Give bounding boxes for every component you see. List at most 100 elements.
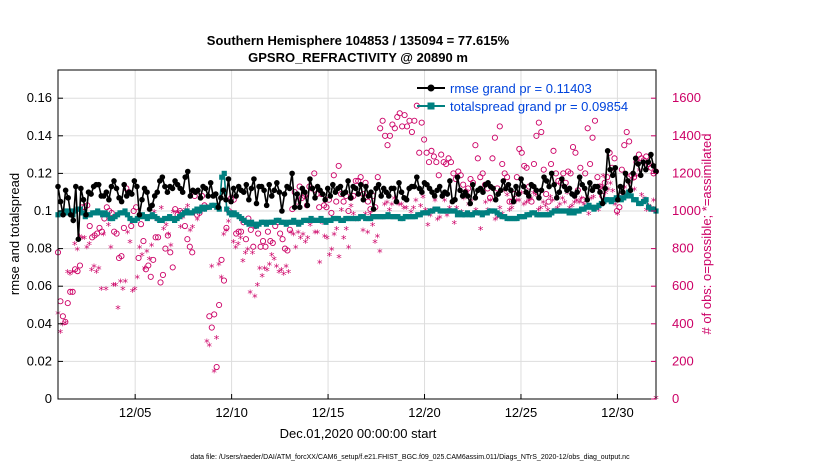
assimilated-obs-marker: * [399,199,405,212]
y2-tick-label: 1200 [672,165,701,180]
rmse-marker [279,208,285,214]
rmse-marker [95,181,102,188]
possible-obs-marker [333,198,340,205]
possible-obs-marker [169,264,176,271]
assimilated-obs-marker: * [233,243,239,256]
possible-obs-marker [211,311,218,318]
rmse-marker [414,174,420,180]
rmse-marker [78,185,84,192]
y2-tick-label: 1000 [672,203,701,218]
rmse-marker [324,185,331,192]
assimilated-obs-marker: * [166,229,172,242]
rmse-marker [281,191,288,197]
assimilated-obs-marker: * [96,263,102,276]
totalspread-marker [452,208,458,214]
rmse-marker [480,189,486,195]
possible-obs-marker [76,262,84,269]
rmse-marker [375,181,382,188]
possible-obs-marker [386,132,394,139]
rmse-marker [88,191,94,197]
assimilated-obs-marker: * [221,229,227,242]
assimilated-obs-marker: * [579,194,585,207]
assimilated-obs-marker: * [408,207,414,220]
possible-obs-marker [389,121,396,128]
assimilated-obs-marker: * [252,291,258,304]
rmse-marker [154,189,161,195]
possible-obs-marker [186,243,193,250]
possible-obs-marker [140,238,147,245]
assimilated-obs-marker: * [411,203,417,216]
assimilated-obs-marker: * [67,269,73,282]
possible-obs-marker [538,128,545,136]
chart-subtitle: GPSRO_REFRACTIVITY @ 20890 m [248,50,468,65]
assimilated-obs-marker: * [488,196,494,209]
assimilated-obs-marker: * [497,203,503,216]
totalspread-marker [224,206,230,212]
possible-obs-marker [364,198,372,205]
possible-obs-marker [547,160,555,168]
rmse-marker [312,195,318,201]
obs-count-series: ****************************************… [54,102,659,406]
possible-obs-marker [135,254,142,262]
legend-rmse-label: rmse grand pr = 0.11403 [450,81,592,96]
assimilated-obs-marker: * [291,229,297,242]
assimilated-obs-marker: * [60,320,66,333]
rmse-marker [218,195,224,201]
possible-obs-marker [279,236,286,243]
possible-obs-marker [474,155,481,162]
assimilated-obs-marker: * [644,205,650,218]
possible-obs-marker [74,268,81,275]
possible-obs-marker [396,110,403,117]
rmse-marker [645,159,652,165]
rmse-marker [223,196,229,203]
possible-obs-marker [147,273,154,280]
y-tick-label: 0.14 [27,128,52,143]
assimilated-obs-marker: * [387,205,393,218]
assimilated-obs-marker: * [300,229,306,242]
assimilated-obs-marker: * [288,228,294,241]
assimilated-obs-marker: * [526,196,532,209]
possible-obs-marker [604,174,611,181]
assimilated-obs-marker: * [502,186,508,199]
possible-obs-marker [486,194,494,201]
assimilated-obs-marker: * [269,250,275,263]
assimilated-obs-marker: * [452,218,458,231]
assimilated-obs-marker: * [101,229,107,242]
possible-obs-marker [69,288,76,295]
possible-obs-marker [242,236,249,243]
assimilated-obs-marker: * [531,188,537,201]
assimilated-obs-marker: * [514,196,520,209]
possible-obs-marker [618,166,625,173]
assimilated-obs-marker: * [317,258,323,271]
assimilated-obs-marker: * [223,226,229,239]
possible-obs-marker [435,172,442,179]
rmse-marker [640,159,647,165]
possible-obs-marker [62,318,69,325]
rmse-marker [553,195,560,201]
possible-obs-marker [445,155,452,162]
assimilated-obs-marker: * [437,213,443,226]
possible-obs-marker [128,222,135,230]
assimilated-obs-marker: * [132,284,138,297]
possible-obs-marker [399,123,406,130]
assimilated-obs-marker: * [171,207,177,220]
possible-obs-marker [569,144,577,151]
assimilated-obs-marker: * [548,192,554,205]
possible-obs-marker [250,243,257,250]
y2-tick-label: 400 [672,316,694,331]
possible-obs-marker [374,174,381,181]
y2-tick-label: 800 [672,241,694,256]
y2-tick-label: 1400 [672,128,701,143]
possible-obs-marker [259,238,267,245]
y2-tick-label: 600 [672,278,694,293]
assimilated-obs-marker: * [598,182,604,195]
possible-obs-marker [379,117,386,124]
possible-obs-marker [550,147,557,154]
possible-obs-marker [181,222,188,230]
assimilated-obs-marker: * [365,228,371,241]
y2-tick-label: 1600 [672,90,701,105]
assimilated-obs-marker: * [175,207,181,220]
totalspread-marker [124,212,131,218]
rmse-marker [233,193,239,199]
assimilated-obs-marker: * [255,280,261,293]
